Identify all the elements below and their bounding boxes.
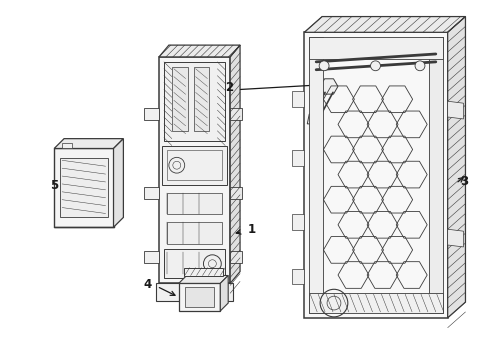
Bar — [167, 150, 222, 180]
Text: 4: 4 — [144, 278, 152, 291]
Bar — [159, 57, 230, 283]
Text: 3: 3 — [461, 175, 469, 188]
Polygon shape — [293, 91, 304, 107]
Polygon shape — [159, 45, 240, 57]
Bar — [194, 67, 209, 131]
Bar — [179, 283, 220, 311]
Bar — [309, 293, 443, 313]
Polygon shape — [304, 17, 466, 32]
Polygon shape — [307, 114, 321, 124]
Circle shape — [319, 61, 329, 71]
Bar — [54, 148, 114, 227]
Bar — [172, 67, 188, 131]
Polygon shape — [448, 101, 464, 119]
Bar — [304, 32, 448, 318]
Polygon shape — [62, 143, 72, 148]
Polygon shape — [293, 269, 304, 284]
Bar — [167, 252, 222, 274]
Bar — [309, 37, 443, 59]
Polygon shape — [114, 139, 123, 227]
Text: 5: 5 — [50, 179, 58, 192]
Polygon shape — [230, 108, 242, 120]
Polygon shape — [448, 17, 466, 318]
Polygon shape — [144, 251, 159, 263]
Polygon shape — [184, 267, 223, 275]
Circle shape — [370, 61, 380, 71]
Polygon shape — [179, 275, 228, 283]
Bar — [164, 62, 225, 141]
Polygon shape — [320, 79, 338, 94]
Bar — [185, 287, 214, 307]
Circle shape — [415, 61, 425, 71]
Bar — [60, 158, 108, 217]
Bar — [167, 222, 222, 244]
Bar — [164, 249, 225, 278]
Polygon shape — [230, 187, 242, 199]
Polygon shape — [220, 275, 228, 311]
Polygon shape — [54, 139, 123, 148]
Bar — [429, 37, 443, 313]
Polygon shape — [230, 251, 242, 263]
Polygon shape — [293, 215, 304, 230]
Polygon shape — [156, 283, 233, 301]
Bar — [162, 145, 227, 185]
Bar — [309, 37, 323, 313]
Polygon shape — [144, 187, 159, 199]
Text: 1: 1 — [247, 223, 256, 236]
Polygon shape — [448, 229, 464, 247]
Polygon shape — [293, 150, 304, 166]
Polygon shape — [144, 108, 159, 120]
Polygon shape — [230, 45, 240, 283]
Bar — [167, 193, 222, 215]
Text: 2: 2 — [225, 81, 233, 94]
